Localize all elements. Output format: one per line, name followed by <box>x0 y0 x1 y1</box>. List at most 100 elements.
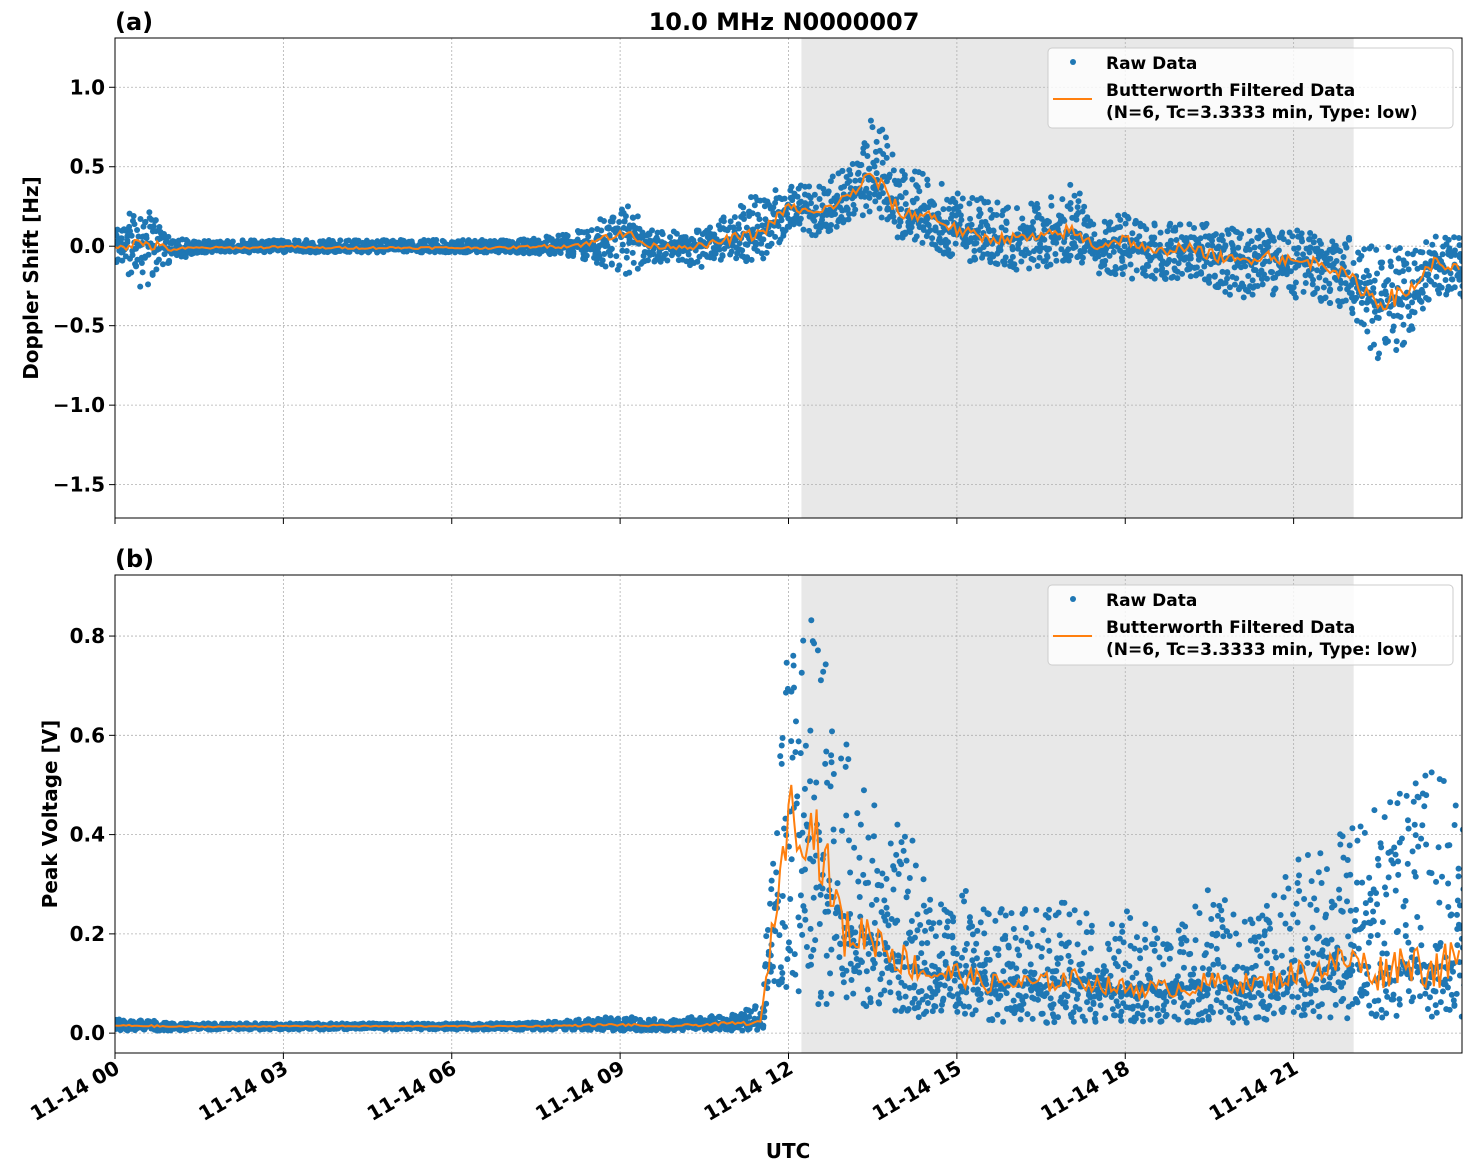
raw-data-point <box>1122 264 1128 270</box>
raw-data-point <box>881 897 887 903</box>
raw-data-point <box>153 266 159 272</box>
raw-data-point <box>1125 214 1131 220</box>
raw-data-point <box>1061 218 1067 224</box>
raw-data-point <box>985 199 991 205</box>
raw-data-point <box>799 670 805 676</box>
raw-data-point <box>863 1003 869 1009</box>
raw-data-point <box>963 963 969 969</box>
raw-data-point <box>911 982 917 988</box>
raw-data-point <box>1238 231 1244 237</box>
raw-data-point <box>1285 239 1291 245</box>
raw-data-point <box>635 213 641 219</box>
raw-data-point <box>877 206 883 212</box>
raw-data-point <box>589 227 595 233</box>
raw-data-point <box>938 901 944 907</box>
raw-data-point <box>994 261 1000 267</box>
raw-data-point <box>1326 281 1332 287</box>
raw-data-point <box>137 284 143 290</box>
raw-data-point <box>902 834 908 840</box>
raw-data-point <box>802 917 808 923</box>
raw-data-point <box>1405 251 1411 257</box>
raw-data-point <box>1301 289 1307 295</box>
raw-data-point <box>916 188 922 194</box>
raw-data-point <box>603 263 609 269</box>
raw-data-point <box>737 240 743 246</box>
raw-data-point <box>1364 307 1370 313</box>
raw-data-point <box>874 139 880 145</box>
raw-data-point <box>131 213 137 219</box>
raw-data-point <box>1397 245 1403 251</box>
raw-data-point <box>987 207 993 213</box>
raw-data-point <box>794 793 800 799</box>
raw-data-point <box>859 959 865 965</box>
raw-data-point <box>846 216 852 222</box>
raw-data-point <box>918 950 924 956</box>
raw-data-point <box>1246 228 1252 234</box>
raw-data-point <box>1068 206 1074 212</box>
raw-data-point <box>773 869 779 875</box>
raw-data-point <box>1276 247 1282 253</box>
raw-data-point <box>865 880 871 886</box>
raw-data-point <box>772 234 778 240</box>
raw-data-point <box>1068 200 1074 206</box>
raw-data-point <box>830 173 836 179</box>
raw-data-point <box>1364 328 1370 334</box>
raw-data-point <box>1314 286 1320 292</box>
raw-data-point <box>796 738 802 744</box>
raw-data-point <box>1311 233 1317 239</box>
raw-data-point <box>719 252 725 258</box>
raw-data-point <box>843 764 849 770</box>
raw-data-point <box>815 1001 821 1007</box>
raw-data-point <box>813 779 819 785</box>
raw-data-point <box>793 718 799 724</box>
raw-data-point <box>888 840 894 846</box>
raw-data-point <box>664 258 670 264</box>
raw-data-point <box>667 234 673 240</box>
raw-data-point <box>631 260 637 266</box>
x-axis-label: UTC <box>766 1139 811 1163</box>
raw-data-point <box>797 923 803 929</box>
raw-data-point <box>753 240 759 246</box>
raw-data-point <box>1358 253 1364 259</box>
raw-data-point <box>1151 235 1157 241</box>
raw-data-point <box>732 214 738 220</box>
raw-data-point <box>1162 275 1168 281</box>
raw-data-point <box>884 905 890 911</box>
raw-data-point <box>999 212 1005 218</box>
raw-data-point <box>817 921 823 927</box>
raw-data-point <box>954 951 960 957</box>
raw-data-point <box>1052 251 1058 257</box>
chart-title: 10.0 MHz N0000007 <box>649 8 920 36</box>
raw-data-point <box>872 164 878 170</box>
raw-data-point <box>811 895 817 901</box>
raw-data-point <box>892 219 898 225</box>
raw-data-point <box>735 221 741 227</box>
raw-data-point <box>860 212 866 218</box>
raw-data-point <box>770 861 776 867</box>
raw-data-point <box>1041 237 1047 243</box>
raw-data-point <box>961 898 967 904</box>
raw-data-point <box>820 669 826 675</box>
raw-data-point <box>1353 295 1359 301</box>
raw-data-point <box>1406 266 1412 272</box>
raw-data-point <box>853 950 859 956</box>
raw-data-point <box>131 221 137 227</box>
raw-data-point <box>1389 282 1395 288</box>
y-tick-label: 0.6 <box>70 723 105 747</box>
raw-data-point <box>876 999 882 1005</box>
raw-data-point <box>866 951 872 957</box>
raw-data-point <box>1075 198 1081 204</box>
raw-data-point <box>1168 238 1174 244</box>
raw-data-point <box>864 153 870 159</box>
raw-data-point <box>903 201 909 207</box>
raw-data-point <box>835 880 841 886</box>
raw-data-point <box>1075 204 1081 210</box>
raw-data-point <box>881 987 887 993</box>
raw-data-point <box>230 239 236 245</box>
raw-data-point <box>1423 282 1429 288</box>
raw-data-point <box>878 883 884 889</box>
raw-data-point <box>601 218 607 224</box>
raw-data-point <box>1117 217 1123 223</box>
